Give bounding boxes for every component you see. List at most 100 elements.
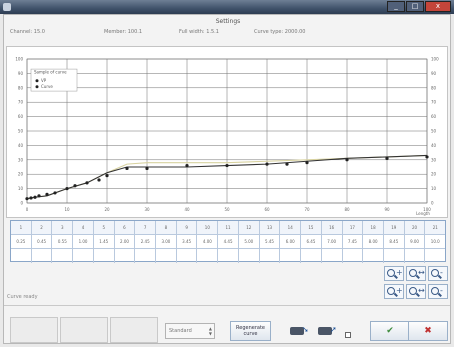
maximize-button[interactable]: □ (406, 1, 424, 12)
y-tick-label-right: 60 (431, 114, 437, 119)
table-cell[interactable]: 5.00 (239, 235, 260, 248)
table-row[interactable]: 0.25 0.45 0.55 1.00 1.45 2.00 2.45 3.00 3.45 4.00… (11, 235, 445, 249)
table-cell[interactable] (384, 249, 405, 263)
table-cell[interactable]: 9.00 (405, 235, 426, 248)
table-cell[interactable]: 10.0 (430, 239, 440, 244)
table-cell[interactable]: 4.00 (197, 235, 219, 248)
data-point[interactable] (385, 156, 389, 160)
data-point[interactable] (37, 194, 41, 198)
table-cell[interactable]: 1.00 (73, 235, 94, 248)
data-point[interactable] (65, 187, 69, 191)
table-cell[interactable]: 3.00 (156, 235, 177, 248)
table-cell[interactable]: 3.45 (177, 235, 198, 248)
table-cell[interactable] (52, 249, 74, 263)
close-button[interactable]: x (425, 1, 451, 12)
legend-heading: Sample of curve (34, 69, 67, 74)
y-tick-label-right: 90 (431, 71, 437, 76)
data-point[interactable] (97, 178, 101, 182)
zoom-button[interactable]: + (384, 266, 404, 281)
info-width: Full width: 1.5.1 (179, 29, 219, 35)
data-point[interactable] (85, 181, 89, 185)
small-checkbox[interactable] (345, 332, 351, 338)
table-cell[interactable]: 0.25 (11, 235, 32, 248)
table-cell[interactable] (177, 249, 198, 263)
window-titlebar: _ □ x (0, 0, 454, 14)
data-point[interactable] (265, 162, 269, 166)
table-cell[interactable]: 7.45 (343, 235, 364, 248)
table-cell[interactable]: 1.45 (94, 235, 115, 248)
table-row[interactable] (11, 249, 445, 263)
points-table[interactable]: 1 2 3 4 5 6 7 8 9 10 11 12 13 14 15 16 17 18 19 20 21 0.25 0.… (10, 220, 446, 263)
zoom-symbol: - (440, 286, 443, 295)
table-cell[interactable] (363, 249, 384, 263)
table-cell[interactable] (301, 249, 322, 263)
table-cell[interactable] (197, 249, 219, 263)
table-cell[interactable] (260, 249, 281, 263)
legend-entry: Curve (41, 84, 53, 89)
data-point[interactable] (45, 192, 49, 196)
data-point[interactable] (345, 158, 349, 162)
x-tick-label: 40 (184, 207, 190, 212)
data-point[interactable] (305, 161, 309, 165)
data-point[interactable] (73, 184, 77, 188)
mode-dropdown[interactable]: Standard ▲ ▼ (165, 323, 215, 339)
table-header-cell: 8 (156, 221, 177, 234)
table-cell[interactable] (11, 249, 32, 263)
zoom-button[interactable]: - (428, 284, 448, 299)
data-point[interactable] (145, 166, 149, 171)
data-point[interactable] (185, 163, 189, 168)
table-cell[interactable] (115, 249, 136, 263)
table-cell[interactable] (280, 249, 302, 263)
table-cell[interactable]: 6.00 (280, 235, 302, 248)
table-cell[interactable] (73, 249, 94, 263)
curve-chart[interactable]: 0 10 20 30 40 50 60 70 80 90 100 0 0 10 10 20 20 30 30 40 40… (6, 46, 448, 218)
data-point[interactable] (125, 166, 129, 171)
table-cell[interactable]: 6.45 (301, 235, 322, 248)
table-cell[interactable]: 5.45 (260, 235, 281, 248)
table-cell[interactable]: 0.55 (52, 235, 74, 248)
table-cell[interactable] (425, 249, 445, 263)
table-cell[interactable]: 0.45 (32, 235, 53, 248)
table-cell[interactable]: 2.45 (135, 235, 157, 248)
table-cell[interactable]: 4.45 (218, 235, 239, 248)
data-point[interactable] (425, 155, 429, 159)
minimize-button[interactable]: _ (387, 1, 405, 12)
zoom-button[interactable]: ↔ (406, 284, 426, 299)
empty-slot-3 (110, 317, 158, 343)
table-header-cell: 15 (301, 221, 322, 234)
table-cell[interactable]: 8.45 (384, 235, 405, 248)
regenerate-button[interactable]: Regenerate curve (230, 321, 271, 341)
y-tick-label-right: 50 (431, 129, 437, 134)
table-cell[interactable] (218, 249, 239, 263)
table-cell[interactable]: 2.00 (115, 235, 136, 248)
table-cell[interactable] (156, 249, 177, 263)
table-cell[interactable] (322, 249, 343, 263)
data-point[interactable] (285, 162, 289, 166)
spinner-arrows-icon[interactable]: ▲ ▼ (208, 326, 212, 336)
data-point[interactable] (25, 197, 29, 201)
table-cell[interactable]: 7.00 (322, 235, 343, 248)
export-tool-button[interactable]: ➘ (288, 323, 310, 339)
magnifier-icon (387, 287, 395, 295)
cancel-button[interactable]: ✖ (408, 321, 448, 341)
data-point[interactable] (53, 191, 57, 195)
table-cell[interactable] (32, 249, 53, 263)
table-cell[interactable] (135, 249, 157, 263)
zoom-button[interactable]: - (428, 266, 448, 281)
import-tool-button[interactable]: ➚ (316, 323, 338, 339)
data-point[interactable] (29, 196, 33, 200)
data-point[interactable] (225, 163, 229, 168)
table-cell[interactable] (405, 249, 426, 263)
zoom-button[interactable]: ↔ (406, 266, 426, 281)
data-point[interactable] (33, 195, 37, 199)
ok-button[interactable]: ✔ (370, 321, 410, 341)
table-cell[interactable] (94, 249, 115, 263)
y-tick-label: 60 (18, 114, 24, 119)
zoom-button[interactable]: + (384, 284, 404, 299)
table-cell[interactable]: 8.00 (363, 235, 384, 248)
table-cell[interactable] (239, 249, 260, 263)
data-point[interactable] (105, 174, 109, 178)
magnifier-icon (431, 269, 439, 277)
table-cell[interactable] (343, 249, 364, 263)
